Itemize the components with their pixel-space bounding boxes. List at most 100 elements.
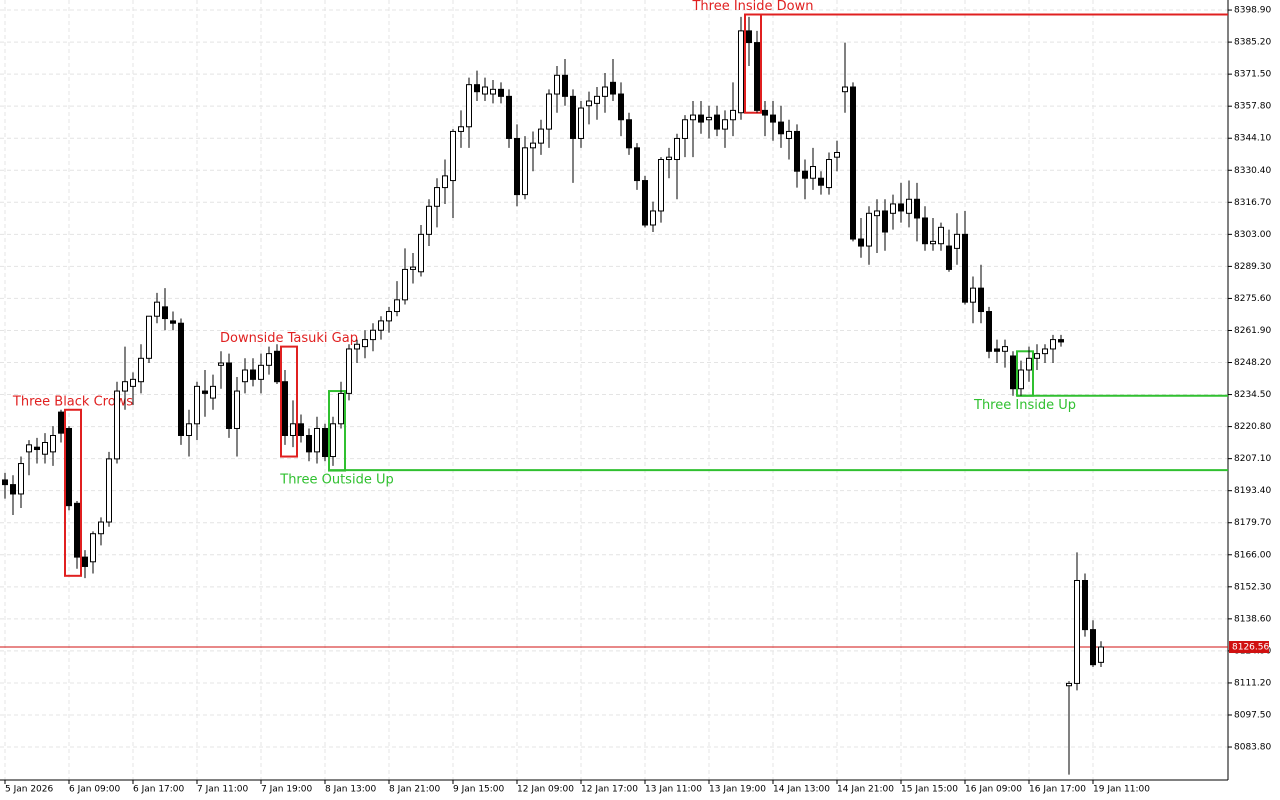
y-tick-label: 8193.40	[1234, 486, 1271, 496]
candle-body	[322, 427, 328, 458]
y-tick-label: 8166.00	[1234, 550, 1271, 560]
candle-body	[666, 156, 672, 161]
candle-body	[50, 434, 56, 453]
candle-body	[1002, 346, 1008, 352]
candle-body	[690, 114, 696, 121]
candle-body	[970, 287, 976, 303]
candle-body	[826, 159, 832, 189]
candle-body	[794, 130, 800, 172]
candle-body	[26, 444, 32, 453]
candle-body	[610, 81, 616, 95]
y-tick-label: 8220.80	[1234, 422, 1271, 432]
candle-body	[258, 364, 264, 380]
candle-body	[954, 233, 960, 249]
candle-body	[106, 458, 112, 523]
candle-body	[162, 306, 168, 320]
y-tick-label: 8248.20	[1234, 358, 1271, 368]
candle-body	[482, 86, 488, 95]
y-tick-label: 8111.20	[1234, 678, 1271, 688]
candle-body	[498, 88, 504, 97]
candle-body	[418, 233, 424, 273]
candle-body	[202, 390, 208, 394]
y-tick-label: 8275.60	[1234, 294, 1271, 304]
x-tick-label: 15 Jan 15:00	[901, 785, 958, 795]
candle-body	[674, 137, 680, 161]
candle-body	[650, 210, 656, 226]
pattern-box	[280, 345, 298, 458]
candle-body	[466, 84, 472, 128]
candle-body	[714, 114, 720, 130]
candle-body	[154, 301, 160, 317]
x-tick-label: 9 Jan 15:00	[453, 785, 505, 795]
y-tick-label: 8316.70	[1234, 198, 1271, 208]
candle-body	[226, 362, 232, 429]
candle-body	[802, 170, 808, 179]
x-tick-label: 16 Jan 17:00	[1029, 785, 1086, 795]
y-tick-label: 8398.90	[1234, 6, 1271, 16]
candle-body	[938, 226, 944, 245]
candle-body	[434, 187, 440, 207]
x-tick-label: 13 Jan 19:00	[709, 785, 766, 795]
candle-body	[1010, 355, 1016, 390]
candle-body	[114, 390, 120, 460]
x-tick-label: 14 Jan 13:00	[773, 785, 830, 795]
candle-body	[282, 381, 288, 436]
candle-body	[362, 339, 368, 348]
candle-body	[522, 147, 528, 196]
candle-body	[618, 93, 624, 121]
candle-body	[858, 238, 864, 247]
candle-body	[442, 175, 448, 189]
candle-body	[90, 533, 96, 563]
candle-body	[530, 142, 536, 149]
candle-body	[818, 177, 824, 186]
candle-body	[546, 93, 552, 130]
candle-body	[1026, 357, 1032, 371]
candle-body	[354, 343, 360, 350]
candle-body	[514, 137, 520, 196]
candle-body	[218, 362, 224, 366]
x-tick-label: 12 Jan 17:00	[581, 785, 638, 795]
candle-body	[506, 95, 512, 139]
pattern-label: Three Inside Up	[973, 398, 1076, 413]
candle-body	[810, 166, 816, 179]
candle-body	[82, 556, 88, 567]
y-tick-label: 8083.80	[1234, 743, 1271, 753]
candle-body	[426, 205, 432, 235]
candle-body	[298, 423, 304, 436]
y-tick-label: 8289.30	[1234, 262, 1271, 272]
candle-body	[146, 315, 152, 359]
candle-body	[1034, 353, 1040, 359]
candle-body	[330, 423, 336, 458]
candle-body	[1074, 579, 1080, 684]
candle-body	[290, 423, 296, 436]
candle-body	[642, 180, 648, 226]
candle-body	[898, 203, 904, 212]
candle-body	[210, 385, 216, 399]
candle-body	[890, 203, 896, 214]
candle-body	[866, 212, 872, 247]
y-tick-label: 8138.60	[1234, 614, 1271, 624]
y-tick-label: 8261.90	[1234, 326, 1271, 336]
candle-body	[570, 95, 576, 139]
candle-body	[410, 266, 416, 270]
candle-body	[698, 114, 704, 123]
candle-body	[34, 446, 40, 451]
candle-body	[634, 147, 640, 182]
y-tick-label: 8303.00	[1234, 230, 1271, 240]
candle-body	[658, 159, 664, 212]
candle-body	[906, 198, 912, 214]
candle-body	[746, 30, 752, 44]
candle-body	[602, 86, 608, 97]
x-tick-label: 19 Jan 11:00	[1093, 785, 1150, 795]
candle-body	[130, 378, 136, 387]
x-tick-label: 5 Jan 2026	[5, 785, 53, 795]
pattern-label: Three Inside Down	[691, 0, 813, 14]
candle-body	[378, 320, 384, 331]
candle-body	[98, 521, 104, 535]
x-tick-label: 14 Jan 21:00	[837, 785, 894, 795]
candle-body	[1018, 369, 1024, 390]
candle-body	[962, 233, 968, 303]
candle-body	[170, 320, 176, 324]
x-tick-label: 6 Jan 09:00	[69, 785, 121, 795]
